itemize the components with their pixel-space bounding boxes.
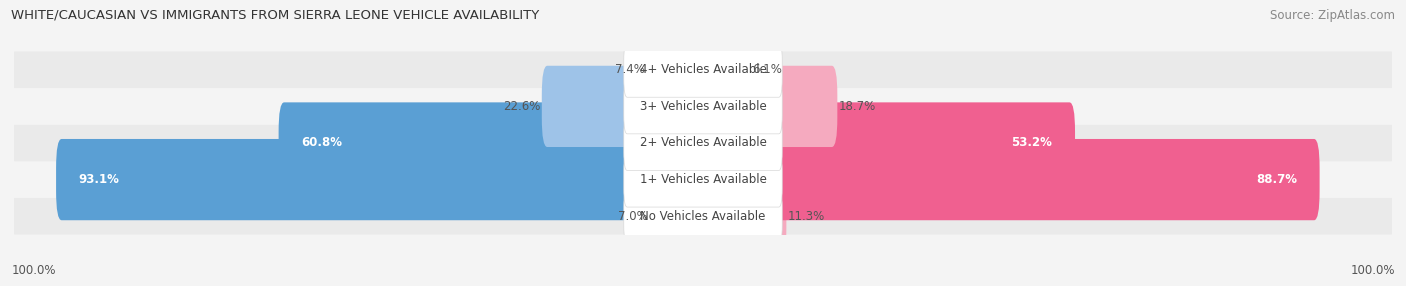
Text: 3+ Vehicles Available: 3+ Vehicles Available (640, 100, 766, 113)
Text: 7.4%: 7.4% (616, 63, 645, 76)
FancyBboxPatch shape (14, 198, 1392, 235)
Text: 100.0%: 100.0% (1350, 265, 1395, 277)
FancyBboxPatch shape (14, 161, 1392, 198)
FancyBboxPatch shape (697, 29, 751, 110)
FancyBboxPatch shape (697, 66, 838, 147)
Text: 18.7%: 18.7% (839, 100, 876, 113)
FancyBboxPatch shape (56, 139, 709, 220)
Text: 93.1%: 93.1% (79, 173, 120, 186)
FancyBboxPatch shape (647, 29, 709, 110)
Text: Source: ZipAtlas.com: Source: ZipAtlas.com (1270, 9, 1395, 21)
FancyBboxPatch shape (624, 189, 782, 244)
Text: 11.3%: 11.3% (787, 210, 825, 223)
Text: 100.0%: 100.0% (11, 265, 56, 277)
FancyBboxPatch shape (14, 88, 1392, 125)
Text: 60.8%: 60.8% (301, 136, 342, 150)
FancyBboxPatch shape (14, 51, 1392, 88)
Text: 53.2%: 53.2% (1011, 136, 1052, 150)
FancyBboxPatch shape (624, 116, 782, 170)
Text: 88.7%: 88.7% (1256, 173, 1296, 186)
Text: WHITE/CAUCASIAN VS IMMIGRANTS FROM SIERRA LEONE VEHICLE AVAILABILITY: WHITE/CAUCASIAN VS IMMIGRANTS FROM SIERR… (11, 9, 540, 21)
FancyBboxPatch shape (697, 176, 786, 257)
Text: 2+ Vehicles Available: 2+ Vehicles Available (640, 136, 766, 150)
FancyBboxPatch shape (697, 139, 1320, 220)
FancyBboxPatch shape (624, 79, 782, 134)
FancyBboxPatch shape (541, 66, 709, 147)
Text: 6.1%: 6.1% (752, 63, 782, 76)
FancyBboxPatch shape (624, 152, 782, 207)
FancyBboxPatch shape (650, 176, 709, 257)
FancyBboxPatch shape (697, 102, 1076, 184)
Text: 22.6%: 22.6% (503, 100, 540, 113)
Text: No Vehicles Available: No Vehicles Available (640, 210, 766, 223)
Text: 1+ Vehicles Available: 1+ Vehicles Available (640, 173, 766, 186)
FancyBboxPatch shape (624, 42, 782, 97)
Text: 4+ Vehicles Available: 4+ Vehicles Available (640, 63, 766, 76)
Text: 7.0%: 7.0% (619, 210, 648, 223)
FancyBboxPatch shape (278, 102, 709, 184)
FancyBboxPatch shape (14, 125, 1392, 161)
